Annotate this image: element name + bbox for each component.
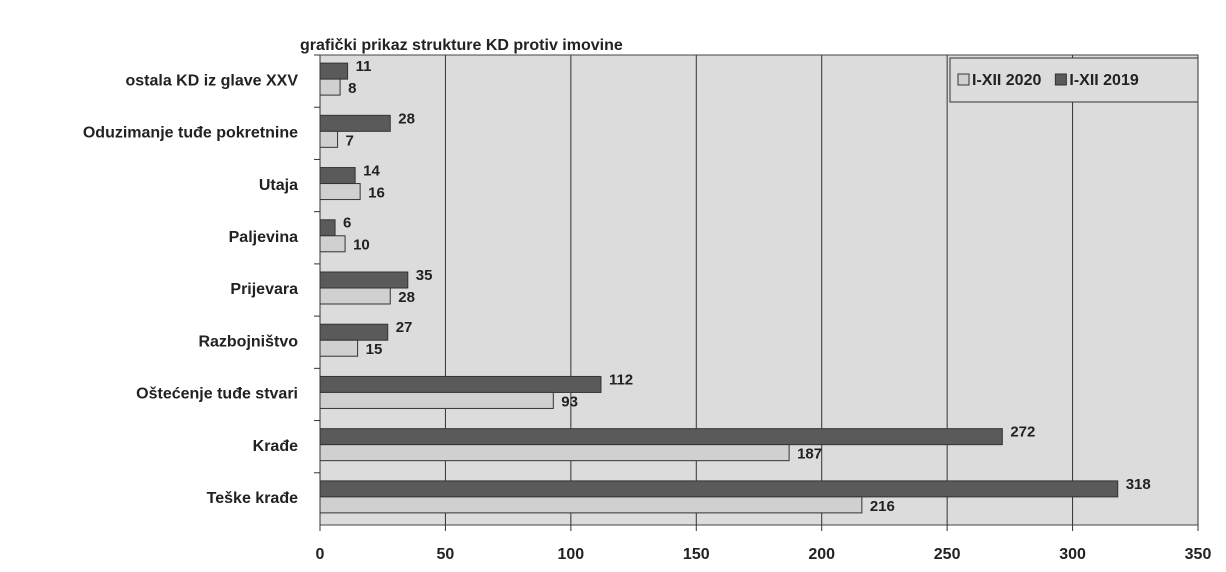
y-tick-label: Krađe	[253, 438, 298, 455]
bar	[319, 391, 554, 409]
bar	[319, 271, 409, 289]
legend	[949, 57, 1199, 103]
legend-label: I-XII 2019	[1069, 72, 1138, 89]
bar	[319, 375, 602, 393]
data-label: 35	[416, 267, 433, 284]
bar	[319, 287, 391, 305]
x-tick-label: 350	[1185, 546, 1212, 563]
bar	[319, 444, 790, 462]
bar	[319, 167, 356, 185]
data-label: 6	[343, 215, 351, 232]
x-tick-label: 150	[683, 546, 710, 563]
legend-swatch	[1054, 73, 1067, 86]
y-tick-label: Utaja	[259, 177, 298, 194]
bar	[319, 78, 341, 96]
data-label: 14	[363, 163, 380, 180]
bar	[319, 339, 359, 357]
y-tick-label: ostala KD iz glave XXV	[125, 72, 298, 89]
bar	[319, 235, 346, 253]
legend-label: I-XII 2020	[972, 72, 1041, 89]
x-tick-label: 0	[316, 546, 325, 563]
x-tick-label: 200	[808, 546, 835, 563]
data-label: 112	[609, 371, 633, 388]
y-tick-label: Razbojništvo	[198, 333, 298, 350]
data-label: 216	[870, 498, 895, 515]
bar	[319, 62, 349, 80]
y-tick-label: Teške krađe	[207, 490, 298, 507]
data-label: 15	[366, 341, 383, 358]
data-label: 187	[797, 446, 822, 463]
x-tick-label: 250	[934, 546, 961, 563]
y-tick-label: Prijevara	[230, 281, 298, 298]
data-label: 16	[368, 185, 385, 202]
x-tick-label: 300	[1059, 546, 1086, 563]
data-label: 28	[398, 110, 415, 127]
data-label: 8	[348, 80, 356, 97]
data-label: 93	[561, 393, 578, 410]
bar	[319, 323, 389, 341]
bar	[319, 496, 863, 514]
x-tick-label: 50	[437, 546, 455, 563]
legend-swatch	[957, 73, 970, 86]
data-label: 28	[398, 289, 415, 306]
x-tick-label: 100	[558, 546, 585, 563]
y-tick-label: Oštećenje tuđe stvari	[136, 386, 298, 403]
bar	[319, 114, 391, 132]
bar	[319, 183, 361, 201]
data-label: 318	[1126, 476, 1151, 493]
y-tick-label: Oduzimanje tuđe pokretnine	[83, 125, 298, 142]
data-label: 272	[1010, 424, 1035, 441]
data-label: 27	[396, 319, 413, 336]
data-label: 10	[353, 237, 370, 254]
data-label: 7	[346, 132, 354, 149]
chart-title: grafički prikaz strukture KD protiv imov…	[300, 37, 623, 54]
bar	[319, 130, 339, 148]
y-tick-label: Paljevina	[229, 229, 298, 246]
bar	[319, 428, 1003, 446]
bar	[319, 219, 336, 237]
bar	[319, 480, 1119, 498]
data-label: 11	[356, 58, 372, 75]
